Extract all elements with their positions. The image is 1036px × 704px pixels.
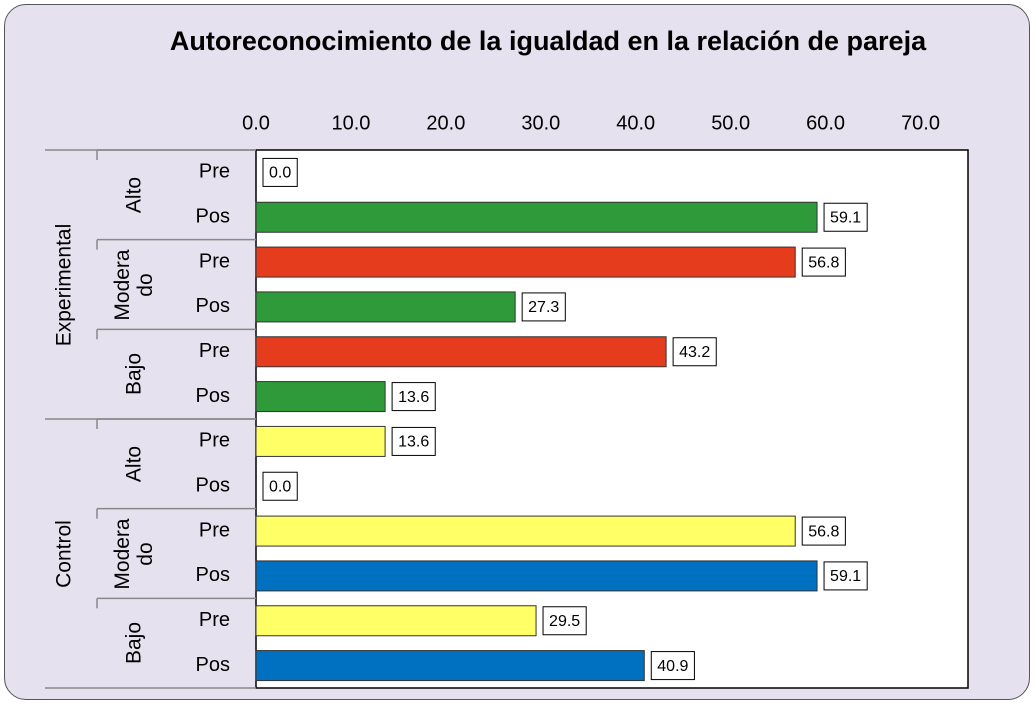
x-tick-label: 60.0 bbox=[806, 112, 845, 134]
subgroup-label: Alto bbox=[122, 445, 146, 482]
data-label-box bbox=[650, 651, 695, 681]
data-label: 43.2 bbox=[679, 344, 710, 361]
data-label: 27.3 bbox=[528, 299, 559, 316]
bar bbox=[255, 515, 796, 547]
data-label: 13.6 bbox=[398, 389, 429, 406]
data-label-box bbox=[391, 426, 436, 456]
y-tick-label: Pos bbox=[196, 564, 230, 586]
data-label: 0.0 bbox=[269, 478, 291, 495]
data-label-box bbox=[801, 516, 846, 546]
data-label-box bbox=[262, 471, 298, 501]
y-tick-label: Pre bbox=[199, 519, 230, 541]
y-tick-label: Pos bbox=[196, 206, 230, 228]
y-tick-label: Pre bbox=[199, 161, 230, 183]
data-label-box bbox=[262, 157, 298, 187]
chart-title: Autoreconocimiento de la igualdad en la … bbox=[169, 26, 927, 56]
group-label: Experimental bbox=[52, 223, 76, 346]
bar bbox=[255, 201, 818, 233]
data-label: 56.8 bbox=[808, 523, 839, 540]
bar bbox=[255, 650, 645, 682]
bar bbox=[255, 605, 537, 637]
y-tick-label: Pos bbox=[196, 385, 230, 407]
bar bbox=[255, 336, 667, 368]
subgroup-label: Moderado bbox=[111, 248, 157, 321]
y-tick-label: Pos bbox=[196, 475, 230, 497]
subgroup-label: Bajo bbox=[122, 622, 146, 665]
y-tick-label: Pre bbox=[199, 340, 230, 362]
data-label: 13.6 bbox=[398, 434, 429, 451]
y-tick-label: Pos bbox=[196, 295, 230, 317]
data-label-box bbox=[391, 382, 436, 412]
x-tick-label: 0.0 bbox=[242, 112, 270, 134]
data-label: 29.5 bbox=[549, 613, 580, 630]
x-tick-label: 40.0 bbox=[616, 112, 655, 134]
data-label-box bbox=[823, 561, 868, 591]
data-label-box bbox=[823, 202, 868, 232]
data-label: 0.0 bbox=[269, 165, 291, 182]
y-tick-label: Pos bbox=[196, 654, 230, 676]
data-label-box bbox=[542, 606, 587, 636]
bar bbox=[255, 560, 818, 592]
x-tick-label: 50.0 bbox=[711, 112, 750, 134]
bar bbox=[255, 381, 386, 413]
data-label: 59.1 bbox=[830, 568, 861, 585]
plot-area bbox=[255, 149, 969, 689]
subgroup-label: Moderado bbox=[111, 517, 157, 590]
subgroup-label: Alto bbox=[122, 176, 146, 213]
bar bbox=[255, 291, 516, 323]
y-tick-label: Pre bbox=[199, 609, 230, 631]
data-label: 40.9 bbox=[657, 658, 688, 675]
x-tick-label: 10.0 bbox=[331, 112, 370, 134]
subgroup-label: Bajo bbox=[122, 353, 146, 396]
data-label-box bbox=[801, 247, 846, 277]
y-tick-label: Pre bbox=[199, 250, 230, 272]
data-label: 59.1 bbox=[830, 209, 861, 226]
group-label: Control bbox=[52, 519, 76, 588]
data-label-box bbox=[672, 337, 717, 367]
bar bbox=[255, 246, 796, 278]
data-label-box bbox=[521, 292, 566, 322]
x-tick-label: 20.0 bbox=[426, 112, 465, 134]
data-label: 56.8 bbox=[808, 254, 839, 271]
bar bbox=[255, 425, 386, 457]
x-tick-label: 70.0 bbox=[901, 112, 940, 134]
y-tick-label: Pre bbox=[199, 430, 230, 452]
x-tick-label: 30.0 bbox=[521, 112, 560, 134]
